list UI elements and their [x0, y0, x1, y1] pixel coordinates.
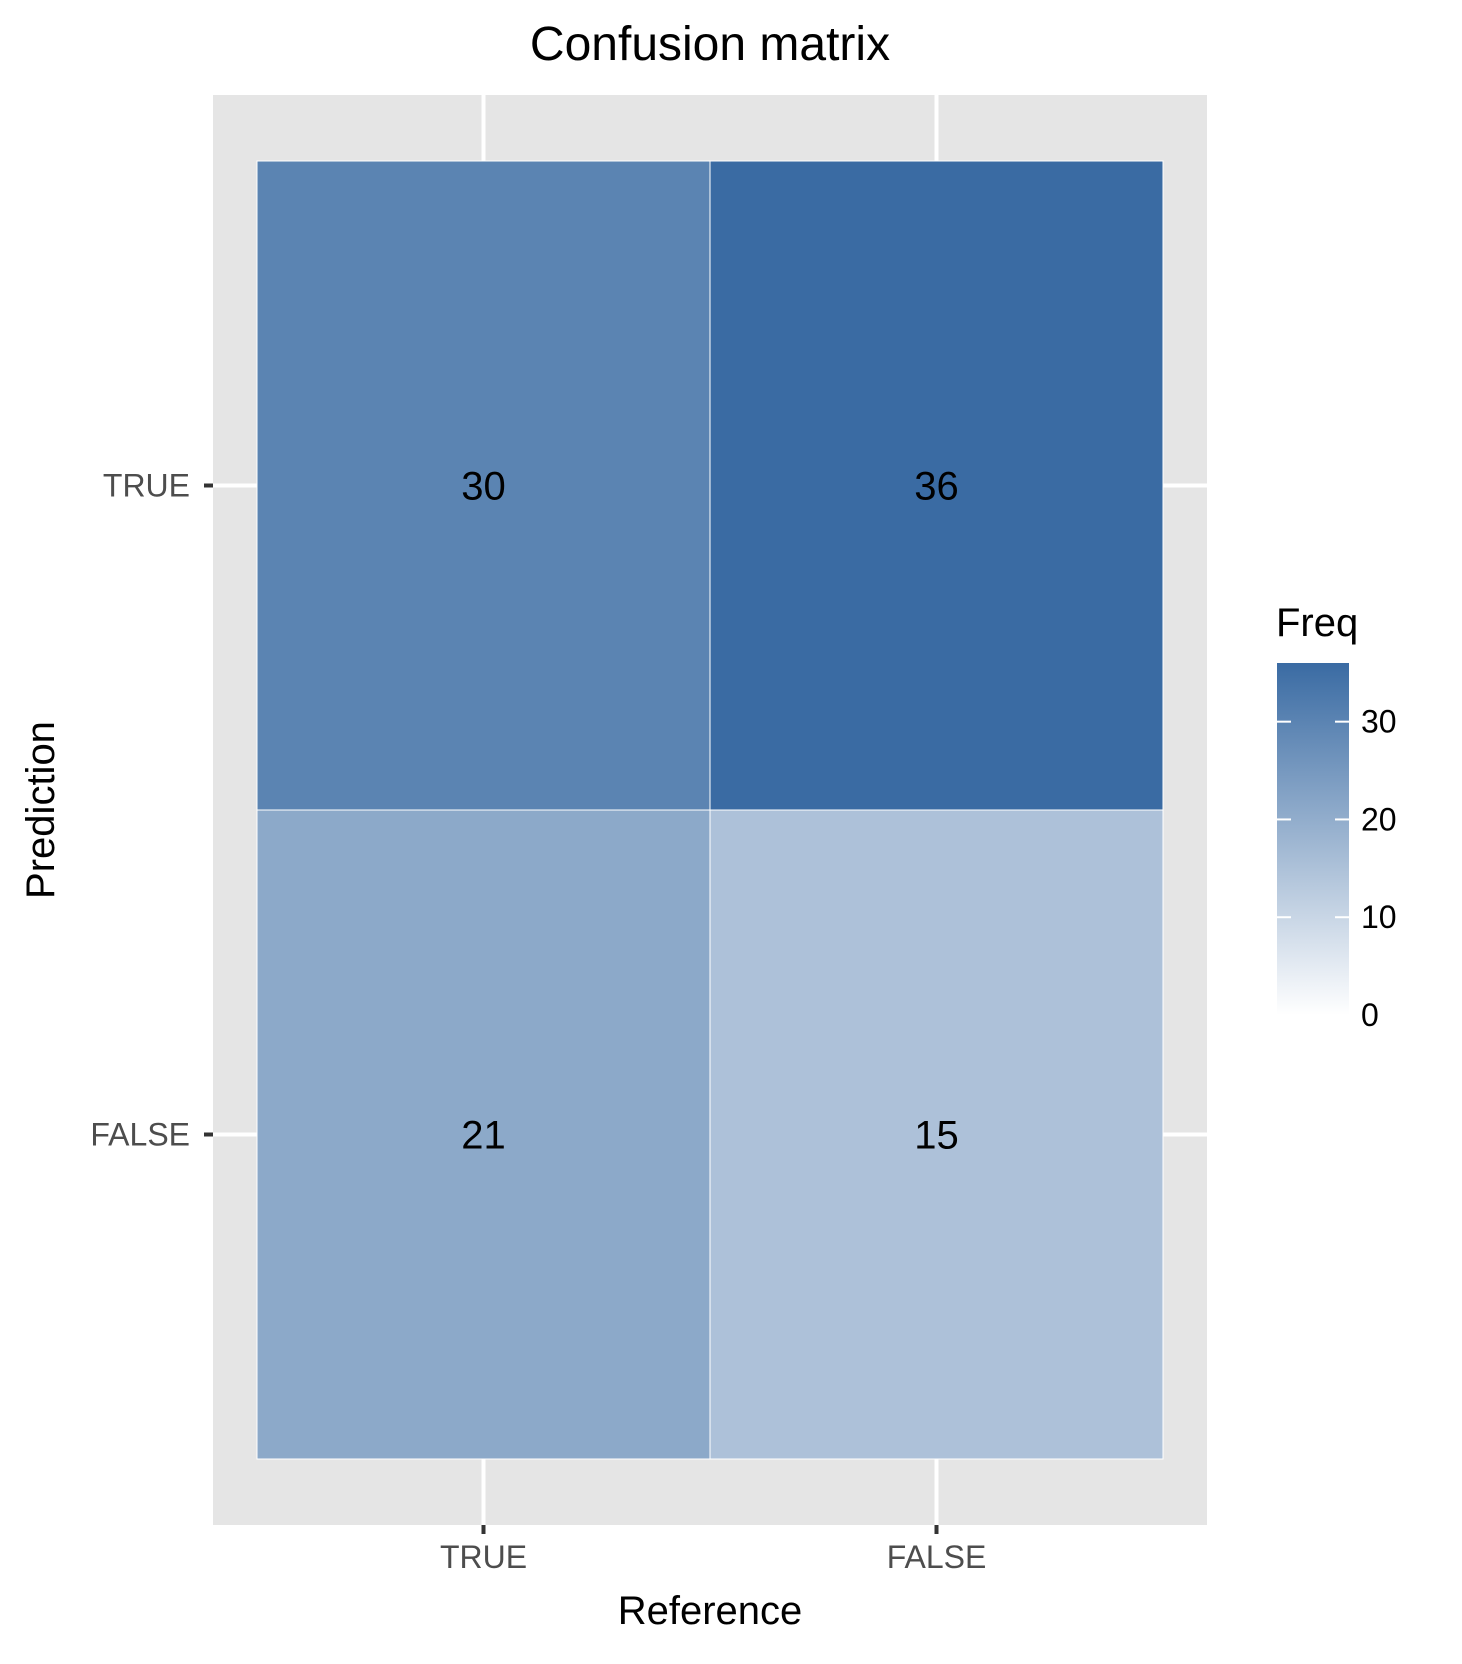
legend-tick-label: 20: [1361, 801, 1397, 837]
legend-ticks: 0 10 20 30: [1277, 704, 1397, 1033]
x-axis: TRUE FALSE: [440, 1525, 986, 1575]
chart-title: Confusion matrix: [530, 18, 890, 71]
heatmap-cell: [709, 160, 1164, 811]
y-tick-label: TRUE: [103, 468, 190, 504]
y-axis-title: Prediction: [19, 721, 63, 899]
legend-color-bar: [1277, 663, 1349, 1015]
heatmap-cell: [256, 809, 711, 1460]
heatmap-cells: [256, 160, 1164, 1460]
y-axis: TRUE FALSE: [90, 468, 213, 1153]
legend-tick-label: 30: [1361, 704, 1397, 740]
heatmap-cell: [709, 809, 1164, 1460]
cell-labels: 30 36 21 15: [461, 465, 959, 1158]
cell-value-label: 36: [914, 465, 959, 509]
color-legend: Freq 0 10 20 30: [1276, 601, 1397, 1033]
cell-value-label: 15: [914, 1114, 959, 1158]
legend-title: Freq: [1276, 601, 1358, 645]
cell-value-label: 30: [461, 465, 506, 509]
x-tick-label: FALSE: [887, 1539, 987, 1575]
x-axis-title: Reference: [618, 1589, 803, 1633]
legend-tick-label: 10: [1361, 899, 1397, 935]
legend-tick-label: 0: [1361, 997, 1379, 1033]
y-tick-label: FALSE: [90, 1117, 190, 1153]
cell-value-label: 21: [461, 1114, 506, 1158]
x-tick-label: TRUE: [440, 1539, 527, 1575]
